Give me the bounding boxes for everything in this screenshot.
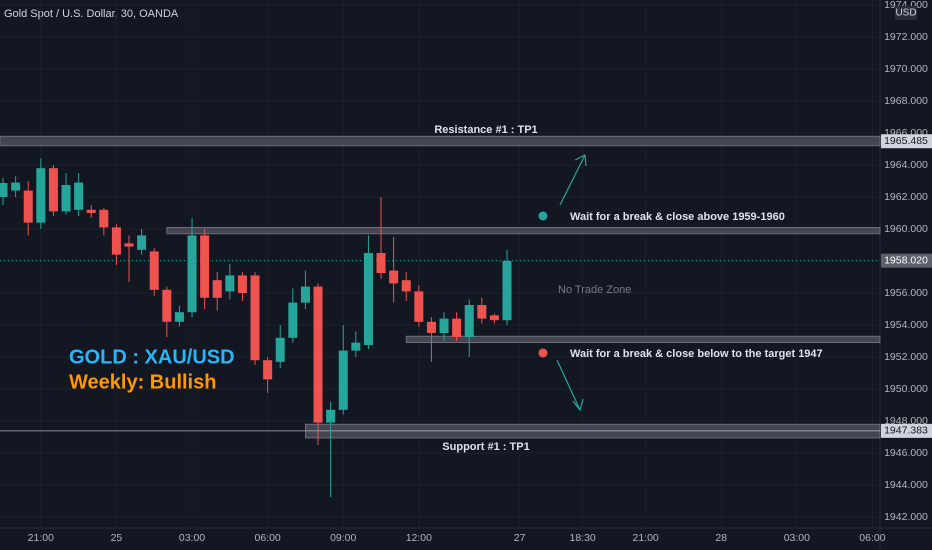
symbol-label: GOLD : XAU/USD <box>69 346 235 368</box>
candle-body <box>250 275 260 361</box>
candle-body <box>263 360 273 380</box>
resistance-label: Resistance #1 : TP1 <box>434 124 537 136</box>
candle-body <box>11 182 21 191</box>
resistance-price-box <box>881 134 932 149</box>
y-tick-label: 1968.000 <box>884 95 928 107</box>
zone-note: No Trade Zone <box>558 284 631 296</box>
x-tick-label: 03:00 <box>784 532 810 544</box>
y-tick-label: 1954.000 <box>884 319 928 331</box>
candle-body <box>36 168 46 223</box>
x-tick-label: 27 <box>514 532 526 544</box>
resistance-price: 1965.485 <box>884 135 928 147</box>
candle-body <box>401 280 411 292</box>
candle-body <box>426 321 436 333</box>
x-tick-label: 06:00 <box>254 532 280 544</box>
candle-body <box>200 235 210 298</box>
candle-body <box>452 318 462 337</box>
bullish-dot <box>538 211 548 221</box>
y-tick-label: 1952.000 <box>884 351 928 363</box>
x-tick-label: 12:00 <box>406 532 432 544</box>
candle-body <box>464 305 474 337</box>
y-tick-label: 1962.000 <box>884 191 928 203</box>
candle-body <box>23 190 33 223</box>
bearish-note: Wait for a break & close below to the ta… <box>570 348 823 360</box>
arrow-up <box>559 154 586 206</box>
chart-title: Gold Spot / U.S. Dollar, 30, OANDA <box>4 8 179 20</box>
candle-body <box>225 275 235 292</box>
x-tick-label: 09:00 <box>330 532 356 544</box>
candle-body <box>48 168 58 212</box>
candle-body <box>351 342 361 351</box>
x-tick-label: 28 <box>715 532 727 544</box>
candle-body <box>326 409 336 423</box>
y-tick-label: 1974.000 <box>884 0 928 11</box>
y-tick-label: 1948.000 <box>884 415 928 427</box>
x-tick-label: 06:00 <box>859 532 885 544</box>
y-tick-label: 1964.000 <box>884 159 928 171</box>
candle-body <box>477 305 487 319</box>
arrow-down <box>556 359 581 411</box>
zone <box>405 335 881 344</box>
last-price-box <box>881 253 932 268</box>
y-tick-label: 1960.000 <box>884 223 928 235</box>
y-tick-label: 1972.000 <box>884 31 928 43</box>
bearish-dot <box>538 348 548 358</box>
bias-label: Weekly: Bullish <box>69 371 216 393</box>
arrow-up-head <box>574 154 587 167</box>
y-tick-label: 1944.000 <box>884 479 928 491</box>
candle-body <box>288 302 298 338</box>
y-tick-label: 1950.000 <box>884 383 928 395</box>
x-tick-label: 03:00 <box>179 532 205 544</box>
candle-body <box>124 243 134 247</box>
candle-body <box>237 275 247 293</box>
zone <box>0 135 881 147</box>
candle-body <box>187 235 197 313</box>
y-tick-label: 1942.000 <box>884 511 928 523</box>
candle-body <box>174 312 184 322</box>
y-tick-label: 1956.000 <box>884 287 928 299</box>
candle-body <box>74 182 84 210</box>
candle-body <box>376 253 386 273</box>
y-tick-label: 1946.000 <box>884 447 928 459</box>
candle-body <box>0 183 8 197</box>
candle-body <box>212 280 222 298</box>
candle-body <box>162 289 172 322</box>
x-tick-label: 21:00 <box>28 532 54 544</box>
candle-body <box>111 227 121 255</box>
candle-body <box>389 270 399 284</box>
support-price: 1947.383 <box>884 425 928 437</box>
candle-body <box>489 315 499 321</box>
y-tick-label: 1970.000 <box>884 63 928 75</box>
x-tick-label: 21:00 <box>632 532 658 544</box>
support-label: Support #1 : TP1 <box>442 441 529 453</box>
candle-body <box>313 286 323 423</box>
zone <box>166 226 881 235</box>
candle-body <box>137 235 147 250</box>
bullish-note: Wait for a break & close above 1959-1960 <box>570 211 785 223</box>
last-price: 1958.020 <box>884 254 928 266</box>
candle-body <box>363 253 373 345</box>
x-tick-label: 18:30 <box>569 532 595 544</box>
candle-body <box>149 251 159 290</box>
candle-body <box>414 291 424 322</box>
candle-body <box>61 185 71 212</box>
support-price-box <box>881 423 932 438</box>
candle-body <box>99 209 109 228</box>
candle-body <box>439 318 449 333</box>
candle-body <box>338 350 348 410</box>
currency: USD <box>895 8 916 19</box>
candle-body <box>502 261 512 321</box>
arrow-down-head <box>572 398 584 412</box>
candle-body <box>275 337 285 362</box>
currency-box <box>895 6 917 20</box>
x-tick-label: 25 <box>111 532 123 544</box>
candle-body <box>86 209 96 213</box>
candle-body <box>300 286 310 303</box>
